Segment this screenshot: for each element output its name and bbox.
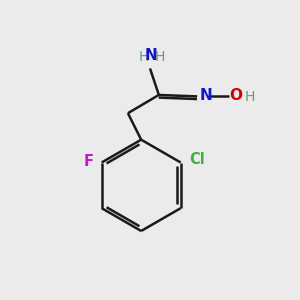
Text: H: H — [154, 50, 165, 64]
Text: H: H — [245, 90, 255, 104]
Text: N: N — [199, 88, 212, 103]
Text: N: N — [145, 47, 158, 62]
Text: F: F — [83, 154, 93, 169]
Text: O: O — [230, 88, 242, 103]
Text: Cl: Cl — [190, 152, 205, 167]
Text: H: H — [138, 50, 149, 64]
